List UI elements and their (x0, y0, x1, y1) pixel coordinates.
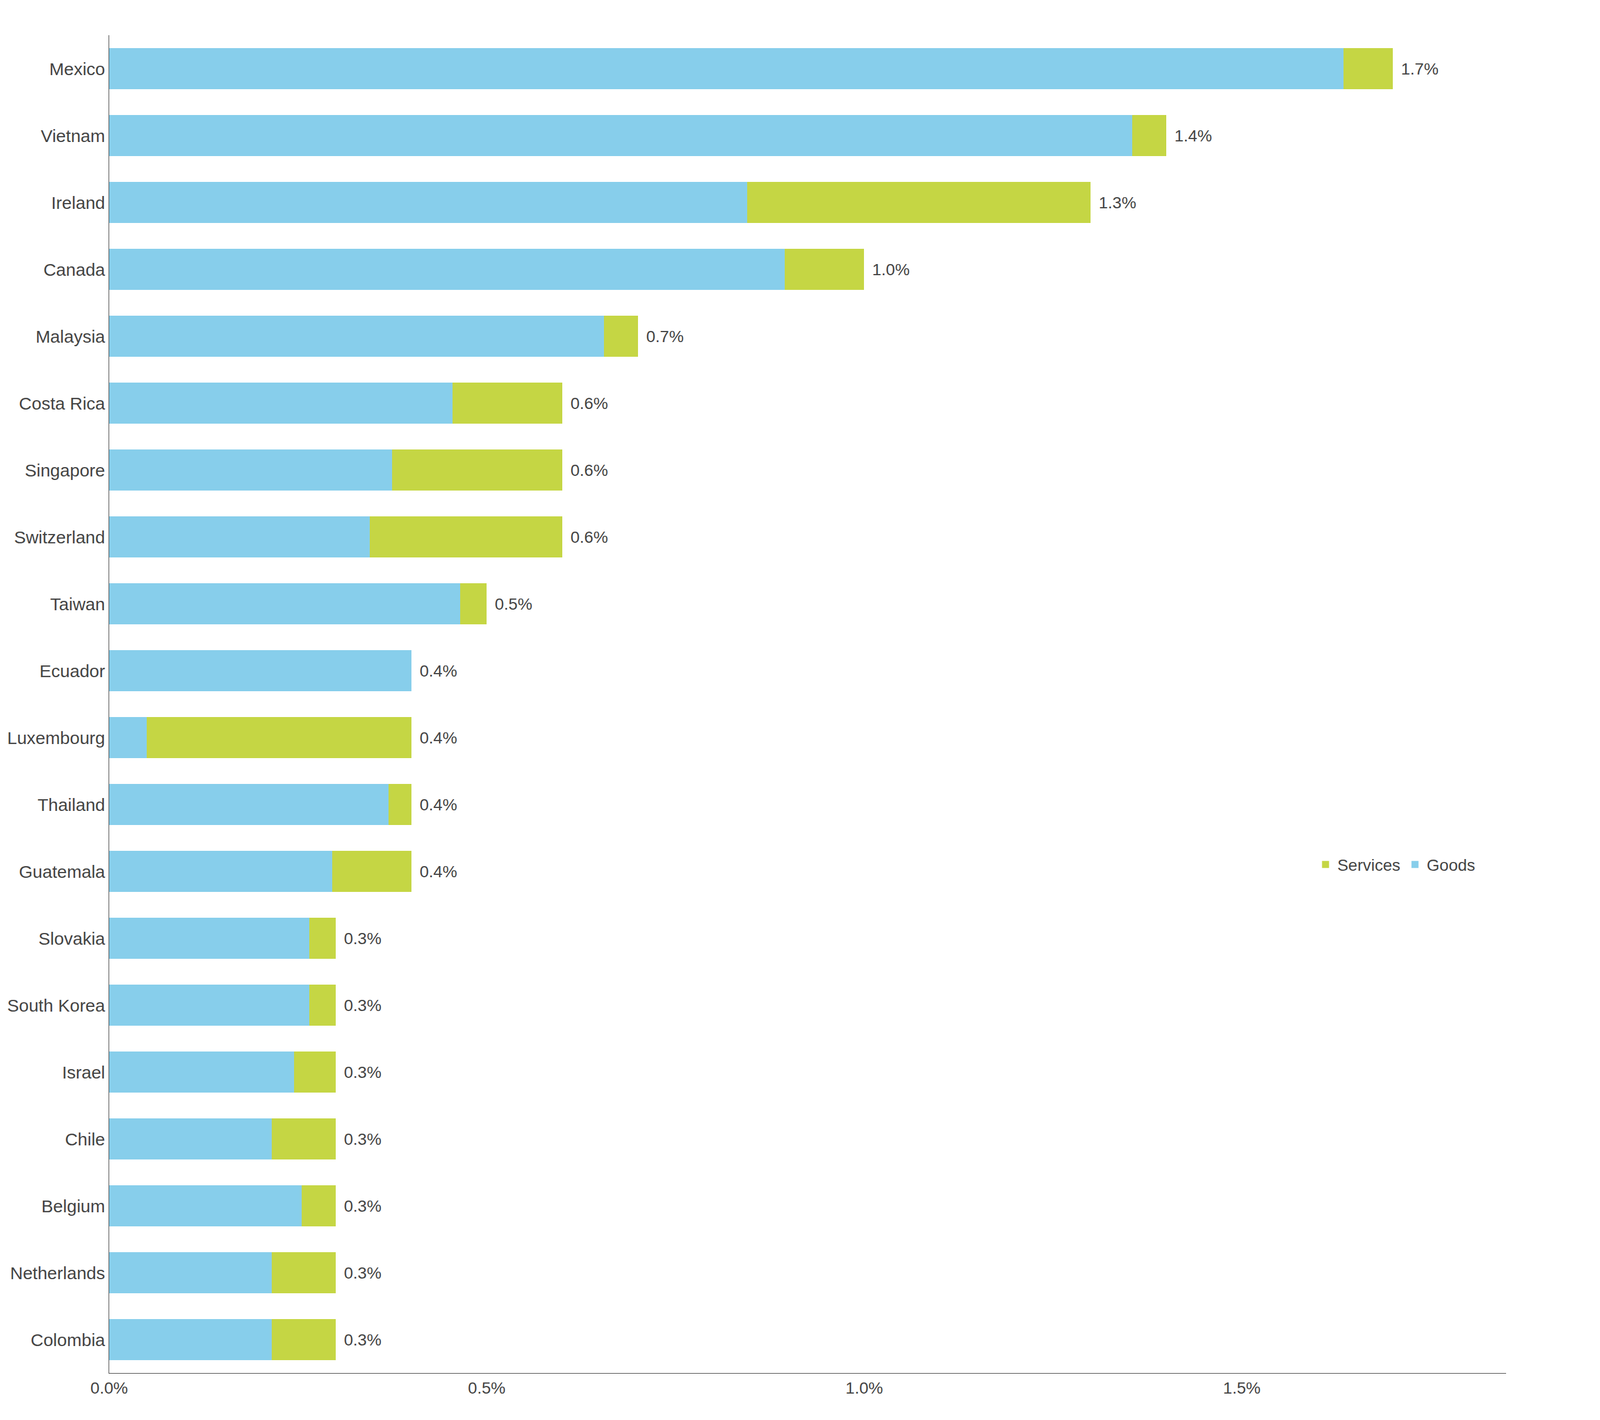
svg-text:Goods: Goods (1426, 856, 1476, 875)
svg-text:Taiwan: Taiwan (50, 594, 106, 614)
svg-text:Luxembourg: Luxembourg (7, 728, 106, 748)
svg-text:1.5%: 1.5% (1223, 1379, 1261, 1398)
svg-text:0.3%: 0.3% (343, 1264, 382, 1283)
svg-text:0.4%: 0.4% (419, 662, 458, 681)
svg-text:0.5%: 0.5% (467, 1379, 506, 1398)
svg-text:Switzerland: Switzerland (14, 527, 106, 548)
svg-text:0.6%: 0.6% (570, 394, 609, 413)
svg-text:0.7%: 0.7% (646, 327, 684, 346)
svg-text:1.3%: 1.3% (1098, 193, 1137, 212)
svg-text:South Korea: South Korea (7, 996, 106, 1016)
svg-text:1.0%: 1.0% (872, 260, 910, 279)
svg-text:1.7%: 1.7% (1401, 59, 1439, 79)
svg-text:Ecuador: Ecuador (39, 661, 106, 681)
svg-text:0.3%: 0.3% (343, 1130, 382, 1149)
svg-text:0.3%: 0.3% (343, 1063, 382, 1082)
svg-text:Malaysia: Malaysia (35, 326, 106, 347)
svg-text:0.6%: 0.6% (570, 461, 609, 480)
svg-text:0.0%: 0.0% (90, 1379, 128, 1398)
svg-text:Singapore: Singapore (24, 460, 106, 481)
svg-text:0.4%: 0.4% (419, 728, 458, 748)
svg-text:Vietnam: Vietnam (40, 126, 106, 146)
svg-text:0.3%: 0.3% (343, 929, 382, 948)
svg-text:Belgium: Belgium (41, 1196, 106, 1217)
svg-text:0.3%: 0.3% (343, 1331, 382, 1350)
svg-text:0.4%: 0.4% (419, 795, 458, 815)
svg-text:0.4%: 0.4% (419, 862, 458, 881)
svg-text:1.0%: 1.0% (845, 1379, 884, 1398)
svg-text:Guatemala: Guatemala (18, 862, 106, 882)
svg-text:Israel: Israel (62, 1062, 106, 1083)
svg-text:Thailand: Thailand (37, 795, 106, 815)
svg-text:Services: Services (1337, 856, 1400, 875)
svg-text:Costa Rica: Costa Rica (18, 393, 106, 414)
svg-text:Colombia: Colombia (30, 1330, 106, 1350)
svg-text:0.3%: 0.3% (343, 1197, 382, 1216)
svg-text:1.4%: 1.4% (1174, 126, 1213, 145)
svg-text:0.5%: 0.5% (494, 595, 533, 614)
svg-text:Canada: Canada (43, 260, 106, 280)
svg-text:Chile: Chile (65, 1129, 106, 1150)
svg-text:Mexico: Mexico (49, 59, 106, 79)
svg-text:0.3%: 0.3% (343, 996, 382, 1015)
svg-text:Ireland: Ireland (51, 193, 106, 213)
svg-text:0.6%: 0.6% (570, 528, 609, 547)
svg-text:Slovakia: Slovakia (38, 929, 106, 949)
svg-text:Netherlands: Netherlands (9, 1263, 106, 1284)
